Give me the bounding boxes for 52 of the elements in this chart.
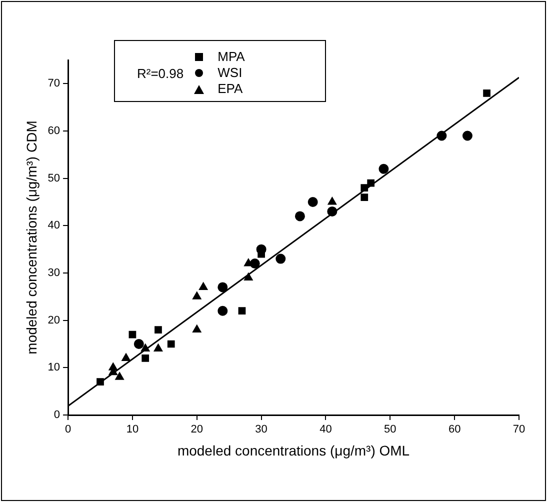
y-tick-label: 70 (48, 78, 60, 90)
point (154, 344, 163, 352)
y-tick-label: 20 (48, 314, 60, 326)
point (328, 197, 337, 205)
point (360, 184, 368, 192)
x-tick-label: 40 (320, 424, 332, 436)
point (462, 130, 472, 141)
legend-label: EPA (218, 81, 243, 97)
point (294, 211, 305, 222)
point (192, 292, 202, 300)
y-tick-label: 50 (48, 172, 60, 184)
point (367, 179, 375, 187)
point (238, 307, 246, 315)
y-tick-label: 30 (48, 267, 60, 280)
point (122, 353, 130, 361)
point (192, 324, 202, 333)
x-axis-title: modeled concentrations (μg/m³) OML (177, 442, 410, 458)
point (360, 194, 368, 201)
point (115, 372, 124, 380)
x-tick-label: 30 (255, 424, 268, 436)
point (244, 272, 253, 280)
point (483, 89, 490, 97)
point (378, 164, 389, 174)
x-tick-label: 70 (512, 424, 526, 436)
annotation: R²=0.98 (137, 66, 184, 80)
y-tick-label: 0 (54, 409, 60, 422)
y-axis-title: modeled concentrations (μg/m³) CDM (23, 120, 40, 354)
x-tick-label: 50 (384, 424, 396, 436)
point (154, 326, 162, 334)
point (327, 206, 338, 216)
point (308, 197, 318, 207)
y-tick-label: 40 (48, 220, 60, 232)
point (276, 254, 286, 264)
x-tick-label: 20 (190, 424, 204, 436)
y-tick-label: 60 (48, 125, 60, 138)
x-tick-label: 60 (448, 424, 461, 436)
x-tick-label: 0 (64, 424, 72, 436)
y-tick-label: 10 (48, 362, 60, 374)
point (134, 339, 144, 349)
point (218, 306, 228, 316)
point (140, 344, 150, 352)
legend-label: WSI (218, 65, 242, 81)
point (436, 130, 447, 141)
x-tick-label: 10 (126, 424, 139, 436)
legend-label: MPA (218, 49, 245, 65)
point (142, 354, 150, 362)
point (128, 330, 136, 338)
point (218, 282, 228, 292)
point (198, 282, 208, 290)
point (250, 258, 260, 269)
point (96, 378, 104, 386)
point (167, 340, 175, 348)
